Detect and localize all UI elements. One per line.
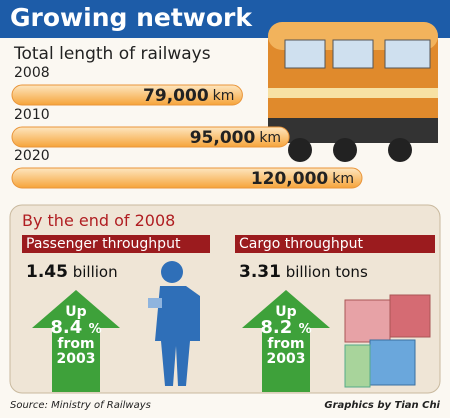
- value-unit: billion tons: [285, 263, 368, 281]
- value-label: 95,000 km: [190, 128, 281, 148]
- arrow-text: Up 8.2 % from 2003: [246, 305, 326, 367]
- up-arrow: [32, 290, 120, 392]
- up-arrow: [242, 290, 330, 392]
- panel-title: By the end of 2008: [22, 211, 176, 230]
- arrow-top: Up: [65, 304, 87, 320]
- value-unit: billion: [72, 263, 118, 281]
- arrow-value: 8.2: [260, 317, 293, 338]
- person-silhouette: [148, 261, 200, 386]
- credit: Graphics by Tian Chi: [324, 400, 440, 411]
- category-label: 2020: [14, 148, 50, 164]
- arrow-bottom: from 2003: [266, 336, 306, 367]
- value-number: 120,000: [251, 169, 329, 189]
- bar: [11, 167, 363, 189]
- category-label: 2008: [14, 65, 50, 81]
- arrow-unit: %: [298, 322, 312, 337]
- section-title: Passenger throughput: [22, 235, 210, 253]
- arrow-text: Up 8.4 % from 2003: [36, 305, 116, 367]
- arrow-bottom: from 2003: [56, 336, 96, 367]
- chart-title: Total length of railways: [14, 44, 211, 64]
- section-title: Cargo throughput: [235, 235, 435, 253]
- section-value: 3.31 billion tons: [239, 262, 368, 282]
- value-label: 120,000 km: [251, 169, 354, 189]
- train-illustration: [268, 22, 438, 162]
- value-unit: km: [332, 171, 354, 187]
- arrow-top: Up: [275, 304, 297, 320]
- cargo-boxes: [344, 294, 431, 388]
- source: Source: Ministry of Railways: [10, 400, 151, 411]
- value-number: 79,000: [143, 86, 209, 106]
- bar: [11, 126, 290, 148]
- value-unit: km: [259, 130, 281, 146]
- value-label: 79,000 km: [143, 86, 234, 106]
- value-number: 95,000: [190, 128, 256, 148]
- arrow-value: 8.4: [50, 317, 83, 338]
- category-label: 2010: [14, 107, 50, 123]
- bar: [11, 84, 243, 106]
- arrow-unit: %: [88, 322, 102, 337]
- title: Growing network: [10, 3, 253, 32]
- section-value: 1.45 billion: [26, 262, 118, 282]
- value-number: 3.31: [239, 262, 281, 282]
- value-number: 1.45: [26, 262, 68, 282]
- value-unit: km: [213, 88, 235, 104]
